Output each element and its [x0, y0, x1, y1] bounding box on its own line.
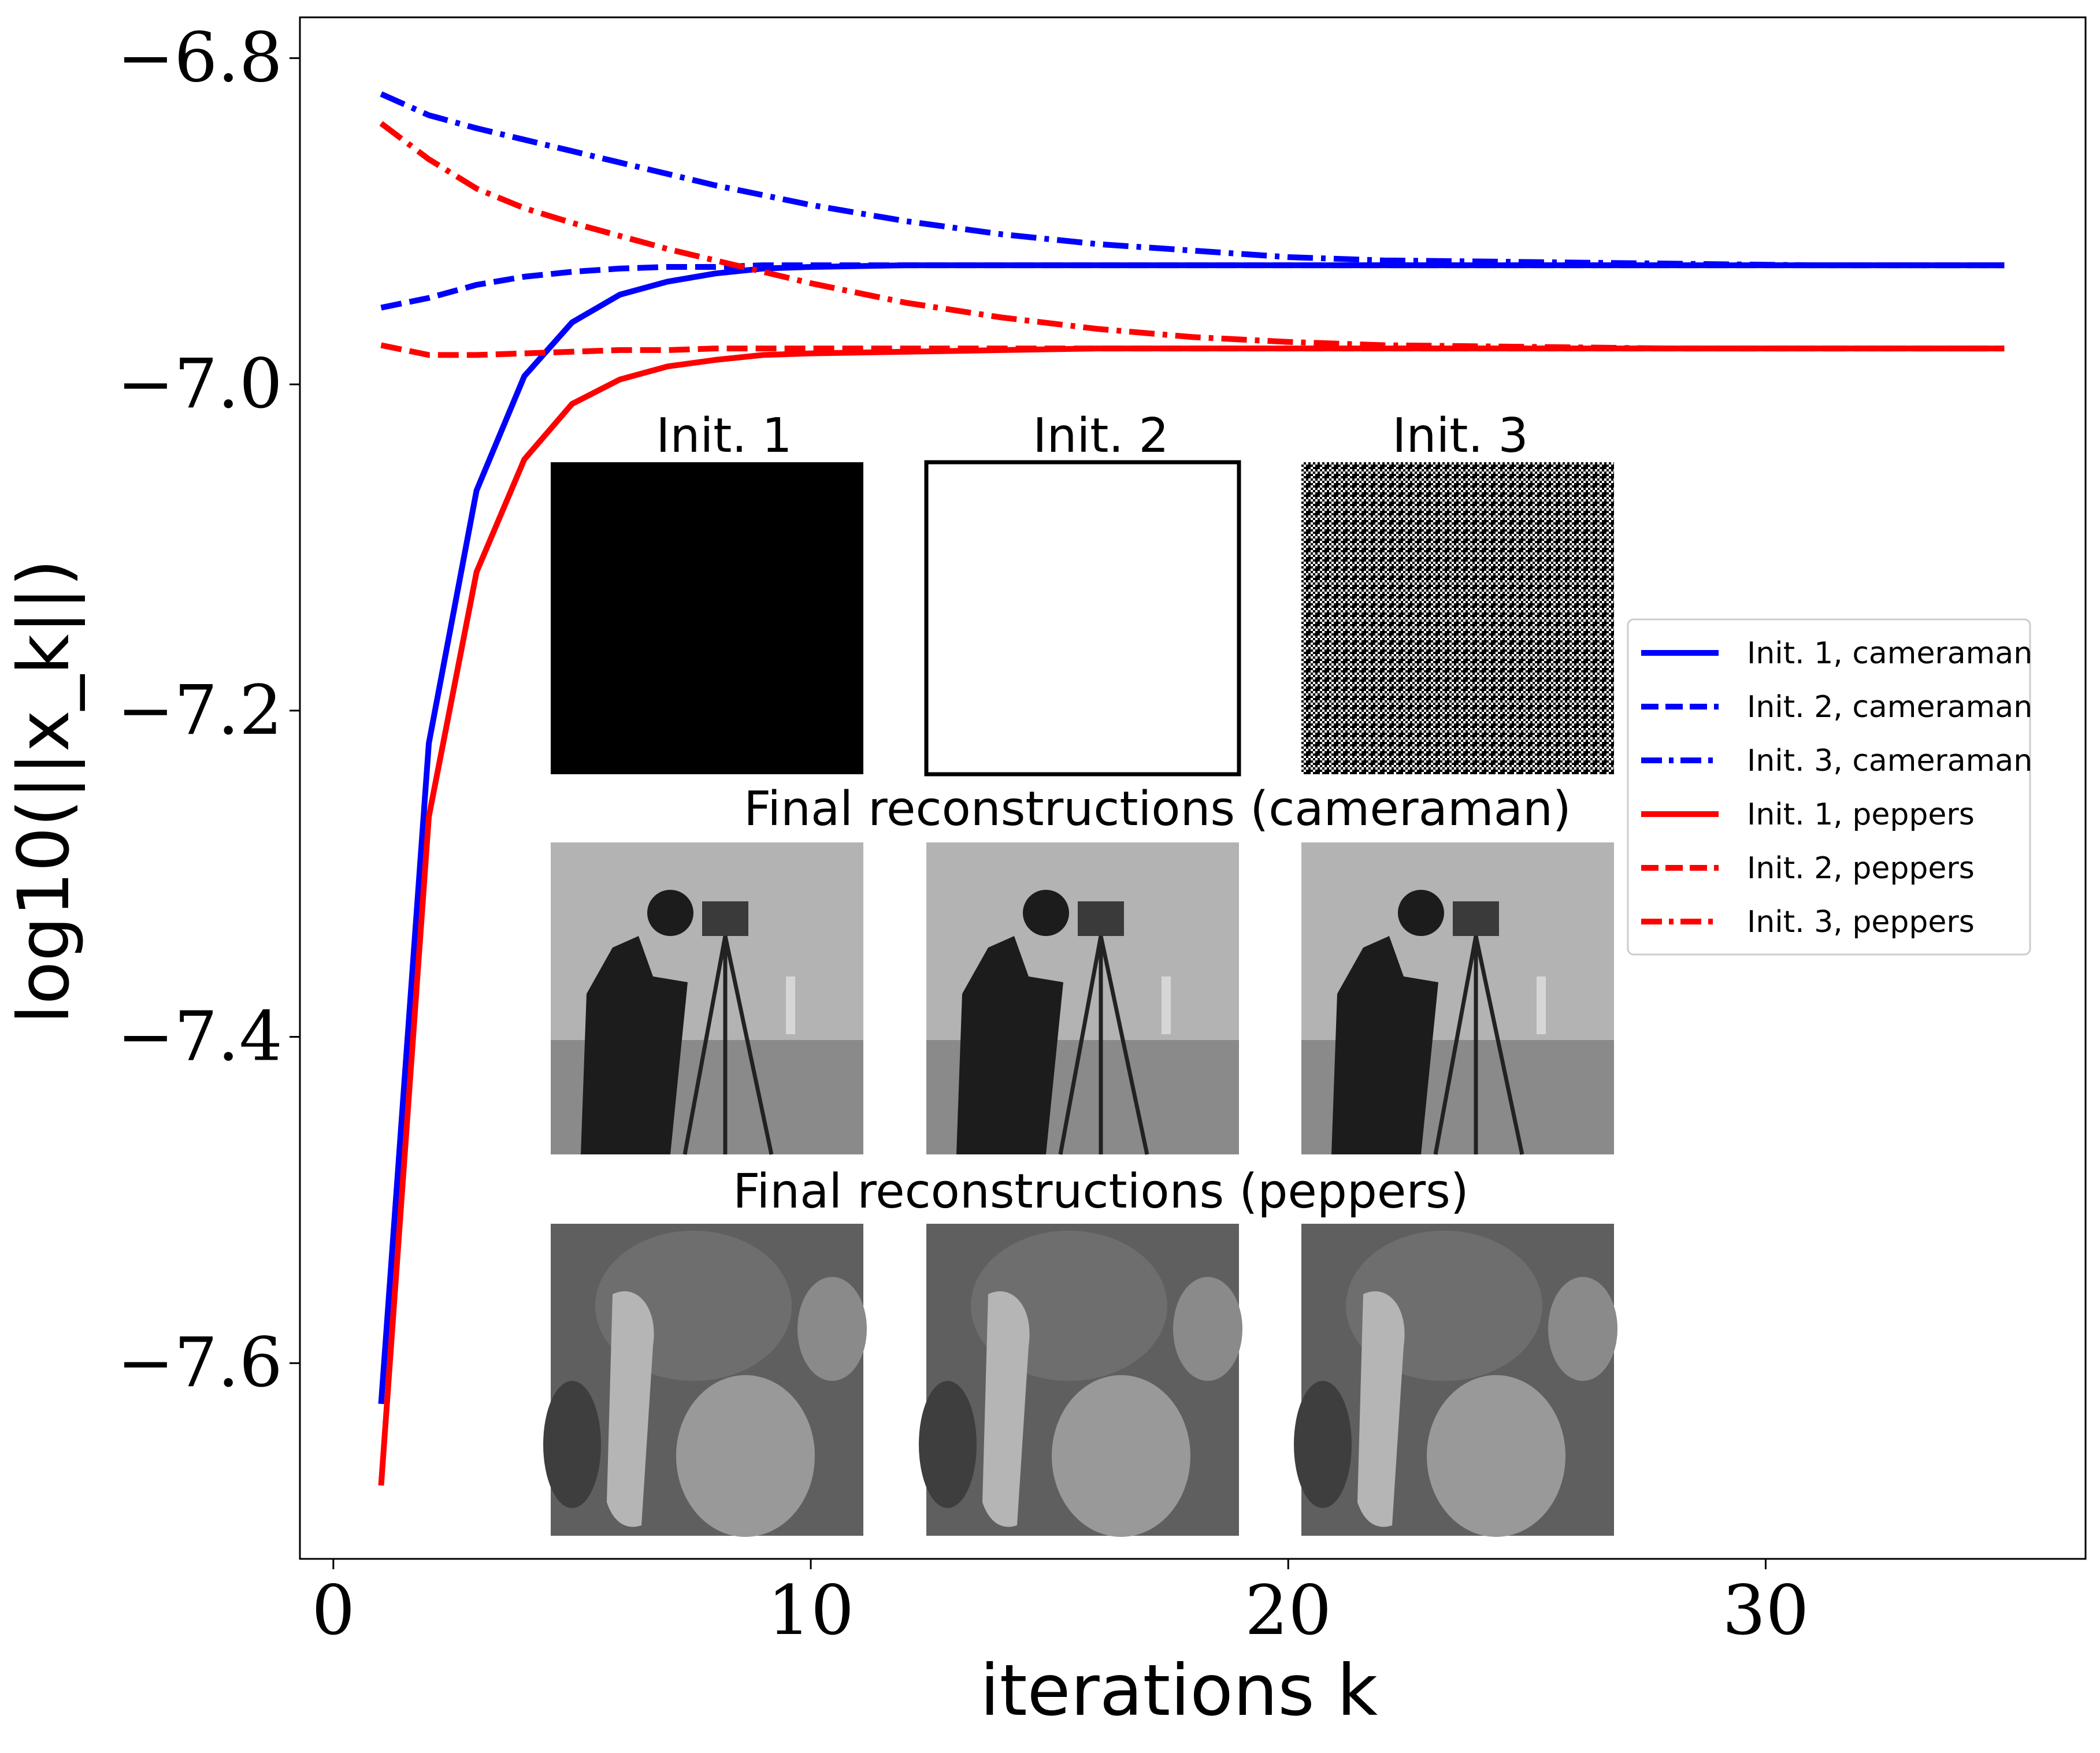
inset-title-init-3: Init. 3 — [1392, 408, 1528, 463]
legend-label-6: Init. 3, peppers — [1747, 905, 1975, 939]
series-line-5 — [380, 342, 2005, 358]
inset-images: Init. 1 Init. 2 Init. 3 Final reconstruc… — [543, 408, 1617, 1537]
init-3-image — [1301, 462, 1614, 774]
x-tick-label: 30 — [1722, 1570, 1809, 1650]
peppers-reconstruction-1 — [543, 1224, 867, 1537]
x-axis: 0 10 20 30 — [311, 1559, 1809, 1650]
legend-label-1: Init. 1, cameraman — [1747, 636, 2032, 671]
y-tick-label: −7.6 — [117, 1323, 283, 1402]
series-line-3 — [380, 91, 2005, 269]
y-axis: −6.8 −7.0 −7.2 −7.4 −7.6 — [117, 18, 300, 1402]
peppers-reconstruction-2 — [919, 1224, 1242, 1537]
row-title-peppers: Final reconstructions (peppers) — [733, 1164, 1469, 1219]
series-line-2 — [380, 262, 2005, 311]
x-axis-label: iterations k — [980, 1650, 1378, 1732]
legend-label-4: Init. 1, peppers — [1747, 797, 1975, 832]
cameraman-reconstruction-1 — [551, 842, 863, 1155]
series-line-6 — [379, 121, 2005, 352]
x-tick-label: 20 — [1245, 1570, 1331, 1650]
y-tick-label: −7.0 — [117, 344, 283, 424]
legend-box — [1627, 618, 2031, 956]
legend: Init. 1, cameraman Init. 2, cameraman Init… — [1627, 618, 2032, 956]
x-tick-label: 0 — [311, 1570, 355, 1650]
inset-title-init-1: Init. 1 — [656, 408, 792, 463]
series-lines — [378, 91, 2005, 1486]
x-tick-label: 10 — [767, 1570, 854, 1650]
cameraman-reconstruction-2 — [926, 842, 1239, 1155]
y-tick-label: −6.8 — [117, 18, 283, 98]
legend-label-5: Init. 2, peppers — [1747, 851, 1975, 886]
y-tick-label: −7.2 — [117, 670, 283, 750]
init-1-image — [551, 462, 863, 774]
cameraman-reconstruction-3 — [1301, 842, 1614, 1155]
legend-label-2: Init. 2, cameraman — [1747, 690, 2032, 725]
y-axis-label: log10(||x_k||) — [3, 559, 85, 1024]
row-title-cameraman: Final reconstructions (cameraman) — [744, 782, 1571, 837]
peppers-reconstruction-3 — [1294, 1224, 1617, 1537]
init-2-image — [924, 460, 1241, 777]
y-tick-label: −7.4 — [117, 997, 283, 1076]
inset-title-init-2: Init. 2 — [1033, 408, 1168, 463]
legend-label-3: Init. 3, cameraman — [1747, 744, 2032, 778]
